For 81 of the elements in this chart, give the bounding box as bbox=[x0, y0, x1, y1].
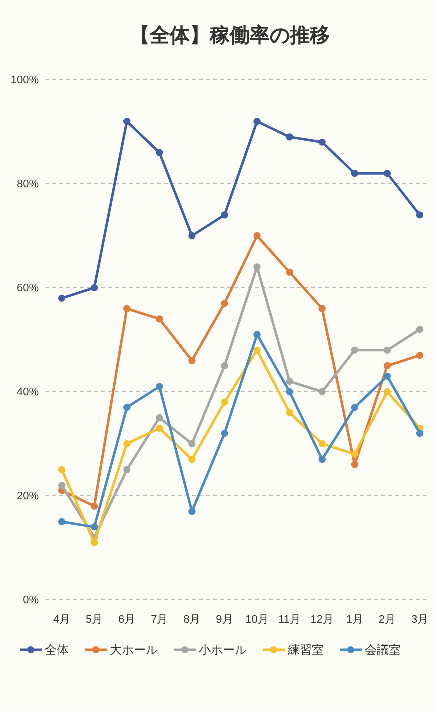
point bbox=[318, 456, 326, 464]
y-tick-label: 40% bbox=[16, 386, 40, 399]
point bbox=[221, 300, 228, 308]
x-tick-label: 6月 bbox=[118, 614, 136, 626]
y-tick-label: 100% bbox=[10, 74, 40, 87]
point bbox=[286, 378, 294, 386]
point bbox=[384, 170, 392, 178]
point bbox=[156, 414, 164, 422]
point bbox=[221, 212, 228, 219]
point bbox=[90, 524, 98, 531]
point bbox=[90, 502, 98, 510]
point bbox=[188, 232, 196, 240]
x-tick-label: 7月 bbox=[151, 614, 168, 626]
point bbox=[416, 212, 424, 219]
x-tick-label: 2月 bbox=[378, 614, 396, 626]
point bbox=[156, 149, 164, 156]
point bbox=[416, 326, 424, 334]
point bbox=[156, 383, 164, 390]
point bbox=[254, 331, 261, 338]
point bbox=[124, 305, 131, 312]
point bbox=[254, 232, 261, 240]
point bbox=[351, 450, 358, 458]
point bbox=[124, 404, 131, 412]
x-tick-label: 1月 bbox=[346, 614, 364, 626]
point bbox=[58, 294, 66, 302]
y-tick-label: 80% bbox=[16, 178, 40, 191]
y-tick-label: 0% bbox=[23, 594, 40, 607]
point bbox=[416, 352, 424, 360]
point bbox=[351, 170, 358, 178]
x-tick-label: 8月 bbox=[184, 614, 201, 626]
x-tick-label: 5月 bbox=[86, 614, 104, 626]
point bbox=[58, 482, 66, 490]
point bbox=[286, 134, 294, 141]
point bbox=[416, 430, 424, 438]
point bbox=[286, 409, 294, 416]
point bbox=[221, 398, 228, 406]
legend-label: 練習室 bbox=[287, 643, 324, 658]
point bbox=[90, 284, 98, 292]
point bbox=[351, 404, 358, 412]
point bbox=[124, 440, 131, 448]
point bbox=[124, 118, 131, 126]
chart-title: 【全体】稼働率の推移 bbox=[130, 23, 330, 47]
point bbox=[188, 456, 196, 464]
point bbox=[351, 461, 358, 468]
point bbox=[351, 346, 358, 354]
point bbox=[384, 346, 392, 354]
point bbox=[156, 316, 164, 323]
point bbox=[188, 357, 196, 364]
point bbox=[318, 138, 326, 146]
legend-label: 大ホール bbox=[110, 643, 158, 658]
point bbox=[254, 118, 261, 126]
point bbox=[188, 440, 196, 448]
y-tick-label: 60% bbox=[16, 282, 40, 295]
point bbox=[221, 362, 228, 370]
point bbox=[58, 518, 66, 526]
x-tick-label: 3月 bbox=[411, 614, 429, 626]
point bbox=[384, 362, 392, 370]
point bbox=[58, 466, 66, 474]
point bbox=[254, 346, 261, 354]
point bbox=[318, 440, 326, 448]
x-tick-label: 11月 bbox=[278, 614, 302, 626]
point bbox=[384, 372, 392, 380]
point bbox=[156, 424, 164, 432]
legend-label: 全体 bbox=[45, 643, 69, 658]
point bbox=[384, 388, 392, 396]
y-tick-label: 20% bbox=[16, 490, 40, 503]
legend-label: 小ホール bbox=[199, 643, 247, 658]
point bbox=[221, 430, 228, 438]
point bbox=[286, 388, 294, 396]
x-tick-label: 12月 bbox=[310, 614, 334, 626]
x-tick-label: 10月 bbox=[246, 614, 269, 626]
x-tick-label: 4月 bbox=[53, 614, 71, 626]
x-tick-label: 9月 bbox=[216, 614, 234, 626]
point bbox=[318, 305, 326, 312]
point bbox=[286, 268, 294, 276]
point bbox=[90, 539, 98, 546]
point bbox=[318, 388, 326, 396]
point bbox=[124, 466, 131, 474]
legend-label: 会議室 bbox=[365, 643, 401, 658]
point bbox=[188, 508, 196, 516]
point bbox=[254, 264, 261, 271]
